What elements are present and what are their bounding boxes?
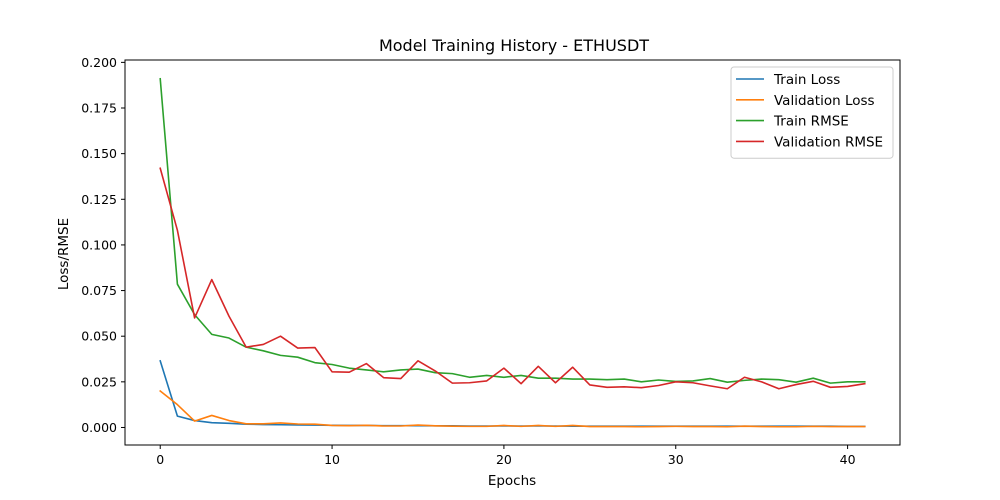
legend-label: Validation RMSE — [774, 134, 883, 150]
plot-frame — [124, 59, 901, 446]
y-axis: 0.000 0.025 0.050 0.075 0.100 0.125 0.150 0.175… — [81, 55, 125, 435]
series-line-validation-rmse — [159, 167, 866, 390]
chart-title: Model Training History - ETHUSDT — [379, 36, 649, 55]
x-tick-label: 30 — [668, 452, 684, 467]
legend-box — [730, 66, 894, 159]
x-tick-label: 20 — [496, 452, 512, 467]
y-axis-label: Loss/RMSE — [56, 218, 72, 290]
y-tick-label: 0.075 — [81, 283, 117, 298]
x-tick-label: 10 — [324, 452, 340, 467]
legend-label: Train Loss — [773, 72, 840, 88]
y-tick-label: 0.025 — [81, 374, 117, 389]
plot-area — [159, 77, 866, 428]
y-tick-label: 0.100 — [81, 237, 117, 252]
x-tick-label: 40 — [840, 452, 856, 467]
legend-label: Train RMSE — [773, 114, 849, 130]
y-tick-label: 0.175 — [81, 101, 117, 116]
x-axis-label: Epochs — [488, 473, 536, 489]
x-tick-label: 0 — [156, 452, 164, 467]
y-tick-label: 0.050 — [81, 329, 117, 344]
series-line-validation-loss — [159, 389, 866, 428]
y-tick-label: 0.000 — [81, 420, 117, 435]
y-tick-label: 0.200 — [81, 55, 117, 70]
y-tick-label: 0.150 — [81, 146, 117, 161]
x-axis: 0 10 20 30 40 — [156, 445, 856, 467]
legend-label: Validation Loss — [774, 93, 875, 109]
y-tick-label: 0.125 — [81, 192, 117, 207]
legend: Train Loss Validation Loss Train RMSE Valid… — [730, 66, 894, 159]
